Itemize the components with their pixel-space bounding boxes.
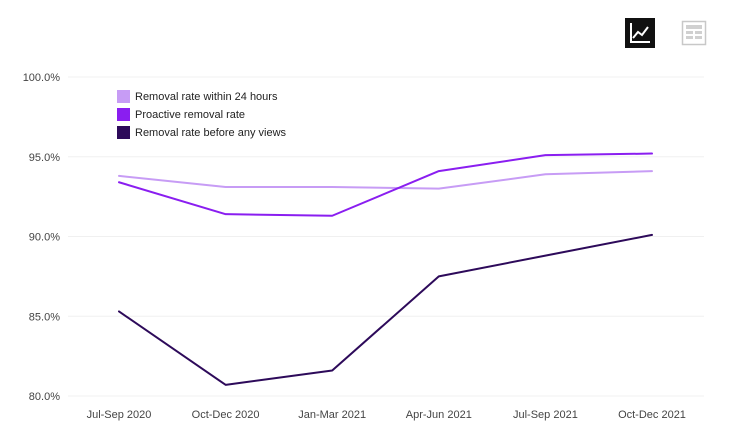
x-tick-label: Jul-Sep 2020: [87, 409, 152, 421]
chart-view-button[interactable]: [625, 18, 655, 48]
series-line: [118, 233, 653, 386]
series-lines: [118, 152, 653, 386]
y-tick-label: 90.0%: [29, 232, 60, 244]
view-toolbar: [625, 18, 709, 48]
y-tick-label: 95.0%: [29, 152, 60, 164]
legend-label: Removal rate before any views: [135, 127, 287, 139]
legend-label: Removal rate within 24 hours: [135, 91, 278, 103]
table-view-button[interactable]: [679, 18, 709, 48]
x-tick-label: Apr-Jun 2021: [406, 409, 472, 421]
legend-swatch: [117, 108, 130, 121]
gridlines: [68, 76, 704, 397]
series-line: [118, 152, 653, 217]
y-tick-label: 85.0%: [29, 311, 60, 323]
legend-label: Proactive removal rate: [135, 109, 245, 121]
line-chart-icon: [630, 23, 650, 43]
x-tick-label: Jan-Mar 2021: [298, 409, 366, 421]
legend-swatch: [117, 90, 130, 103]
y-tick-label: 80.0%: [29, 391, 60, 403]
y-axis-ticks: 100.0% 95.0% 90.0% 85.0% 80.0%: [23, 72, 61, 403]
x-tick-label: Oct-Dec 2020: [192, 409, 260, 421]
legend: Removal rate within 24 hours Proactive re…: [117, 90, 287, 139]
x-tick-label: Oct-Dec 2021: [618, 409, 686, 421]
x-tick-label: Jul-Sep 2021: [513, 409, 578, 421]
legend-swatch: [117, 126, 130, 139]
table-icon: [681, 20, 707, 46]
x-axis-ticks: Jul-Sep 2020 Oct-Dec 2020 Jan-Mar 2021 Apr-…: [87, 409, 686, 421]
series-line: [118, 170, 653, 190]
y-tick-label: 100.0%: [23, 72, 61, 84]
